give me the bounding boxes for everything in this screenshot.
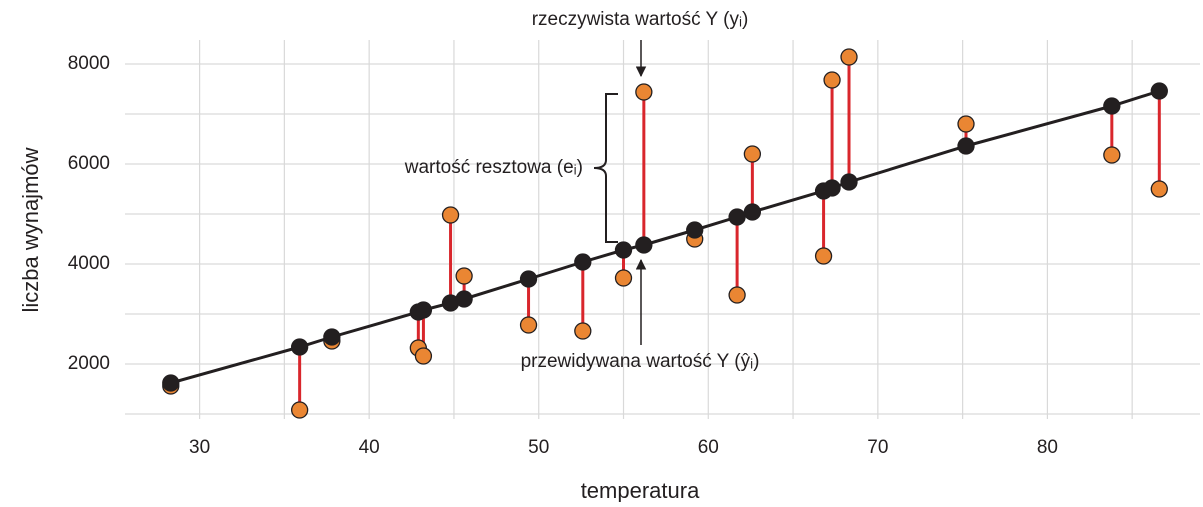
x-tick-label: 80 [1037, 437, 1058, 458]
annotation: rzeczywista wartość Y (yᵢ) [532, 9, 749, 30]
annotation: przewidywana wartość Y (ŷᵢ) [521, 351, 760, 372]
fitted-point [519, 270, 538, 288]
y-tick-label: 4000 [68, 253, 110, 274]
actual-point [574, 322, 592, 340]
x-tick-label: 30 [189, 437, 210, 458]
fitted-point [414, 301, 433, 319]
fitted-point [635, 236, 653, 254]
fitted-point [728, 208, 746, 226]
brace [593, 93, 618, 243]
actual-point [728, 286, 746, 304]
actual-point [414, 347, 433, 365]
fitted-point [574, 253, 592, 271]
actual-point [455, 267, 473, 285]
y-tick-label: 6000 [68, 153, 110, 174]
actual-point [441, 206, 460, 224]
fitted-point [840, 173, 858, 191]
actual-point [823, 71, 841, 89]
annotation: wartość resztowa (eᵢ) [404, 157, 583, 178]
x-axis-title: temperatura [581, 478, 700, 502]
fitted-point [743, 203, 762, 221]
fitted-point [290, 338, 309, 356]
x-tick-label: 40 [359, 437, 380, 458]
grid [125, 40, 1200, 419]
x-tick-label: 70 [867, 437, 888, 458]
fitted-point [162, 374, 180, 392]
actual-point [814, 247, 833, 265]
fitted-point [323, 328, 341, 346]
actual-point [743, 145, 762, 163]
regression-line [170, 89, 1160, 385]
y-tick-label: 8000 [68, 53, 110, 74]
actual-point [635, 83, 653, 101]
y-tick-label: 2000 [68, 353, 110, 374]
actual-point [290, 401, 309, 419]
y-axis-title: liczba wynajmów [18, 147, 43, 312]
x-tick-label: 60 [698, 437, 719, 458]
fitted-point [455, 290, 473, 308]
actual-point [840, 48, 858, 66]
actual-point [1150, 180, 1168, 198]
fitted-point [823, 179, 841, 197]
actual-point [614, 269, 633, 287]
fitted-point [957, 137, 975, 155]
fitted-point [686, 221, 704, 239]
fitted-point [614, 241, 633, 259]
marks [162, 48, 1168, 419]
actual-point [519, 316, 538, 334]
actual-point [1103, 146, 1121, 164]
fitted-point [1150, 82, 1168, 100]
actual-point [957, 115, 975, 133]
fitted-point [1103, 97, 1121, 115]
x-tick-label: 50 [528, 437, 549, 458]
